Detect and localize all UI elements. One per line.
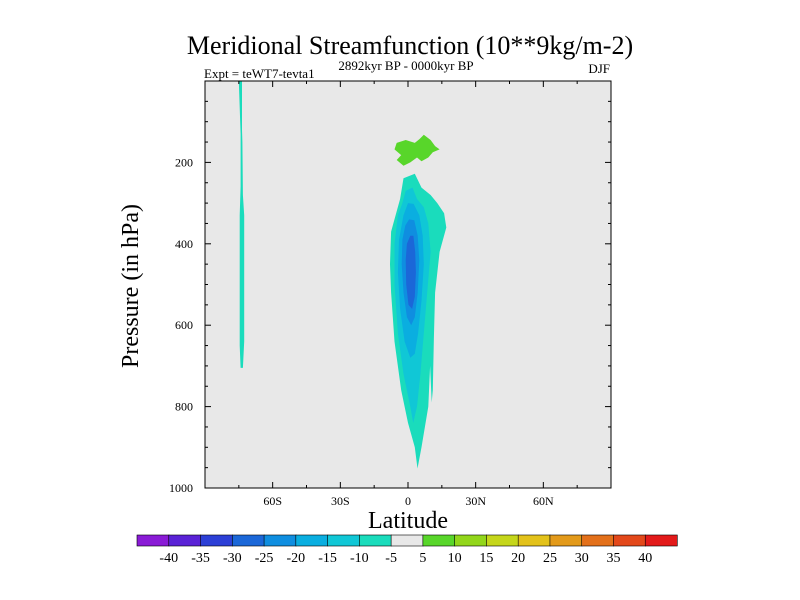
colorbar-label: -35: [191, 551, 210, 566]
colorbar-swatch: [613, 534, 646, 547]
colorbar-swatch: [327, 534, 360, 547]
colorbar: -40 -35 -30 -25 -20 -15 -10 -5 5 10 15 20 25 30 35 40: [136, 534, 678, 566]
colorbar-label: -30: [223, 551, 242, 566]
y-tick-label: 1000: [169, 481, 193, 495]
y-tick-label: 400: [175, 237, 193, 251]
colorbar-swatch: [486, 534, 519, 547]
colorbar-swatch: [359, 534, 392, 547]
colorbar-label: 25: [543, 551, 557, 566]
x-axis-label: Latitude: [368, 508, 448, 534]
colorbar-swatch: [517, 534, 551, 547]
colorbar-swatch: [263, 534, 297, 547]
colorbar-label: -25: [255, 551, 274, 566]
colorbar-label: -5: [385, 551, 397, 566]
x-tick-label: 30N: [465, 494, 486, 508]
colorbar-swatch: [454, 534, 488, 547]
axis-ticks: 60S 30S 0 30N 60N 200 400 600 800 1000: [169, 81, 611, 508]
colorbar-swatch: [644, 534, 678, 547]
y-tick-label: 600: [175, 318, 193, 332]
colorbar-label: 5: [419, 551, 426, 566]
colorbar-label: -40: [159, 551, 178, 566]
colorbar-swatch: [136, 534, 170, 547]
chart-title: Meridional Streamfunction (10**9kg/m-2): [187, 31, 633, 60]
colorbar-label: 30: [575, 551, 589, 566]
colorbar-swatch: [200, 534, 233, 547]
colorbar-label: -20: [286, 551, 305, 566]
x-tick-label: 30S: [331, 494, 350, 508]
x-tick-label: 60N: [533, 494, 554, 508]
x-tick-label: 60S: [263, 494, 282, 508]
colorbar-label: 15: [479, 551, 493, 566]
contour-layer: [238, 81, 447, 469]
colorbar-swatch: [581, 534, 615, 547]
colorbar-label: -15: [318, 551, 337, 566]
y-tick-label: 800: [175, 400, 193, 414]
colorbar-label: 35: [606, 551, 620, 566]
colorbar-label: 20: [511, 551, 525, 566]
colorbar-swatch: [295, 534, 329, 547]
colorbar-swatch: [231, 534, 265, 547]
y-tick-label: 200: [175, 155, 193, 169]
season-label: DJF: [588, 61, 610, 76]
y-axis-label: Pressure (in hPa): [118, 204, 144, 368]
colorbar-swatch: [422, 534, 456, 547]
colorbar-swatch: [390, 534, 424, 547]
negative-core-contour: [405, 235, 416, 309]
colorbar-swatch: [549, 534, 583, 547]
period-label: 2892kyr BP - 0000kyr BP: [338, 58, 473, 73]
x-tick-label: 0: [405, 494, 411, 508]
colorbar-label: -10: [350, 551, 369, 566]
experiment-label: Expt = teWT7-tevta1: [204, 66, 315, 81]
colorbar-label: 10: [448, 551, 462, 566]
colorbar-swatch: [168, 534, 202, 547]
colorbar-label: 40: [638, 551, 652, 566]
positive-cell-contour: [394, 134, 440, 166]
southern-streak-contour: [238, 81, 245, 368]
